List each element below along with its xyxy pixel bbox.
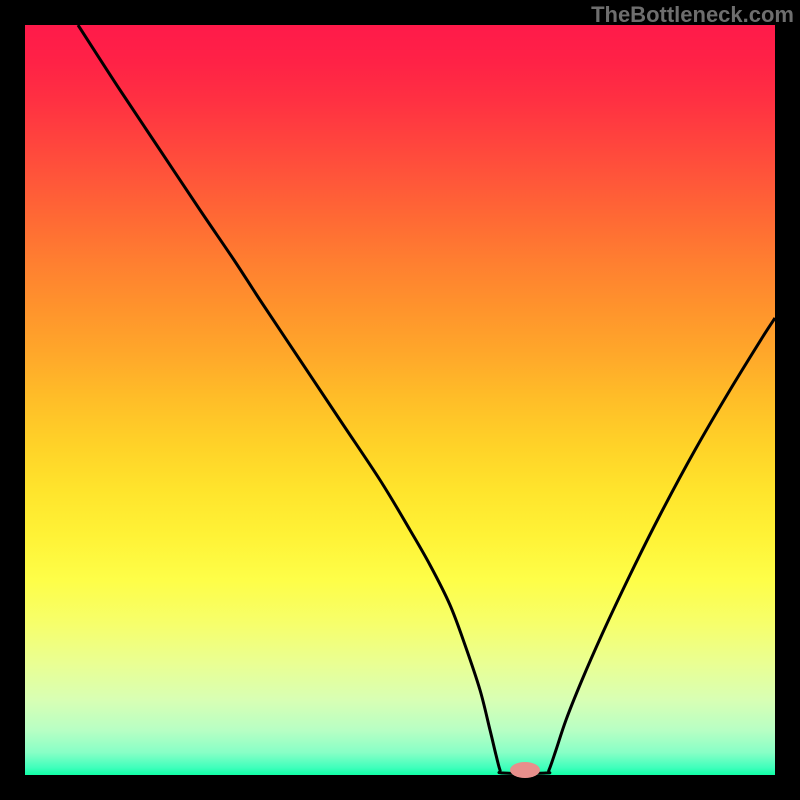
bottleneck-chart	[0, 0, 800, 800]
chart-container: TheBottleneck.com	[0, 0, 800, 800]
watermark-text: TheBottleneck.com	[591, 2, 794, 28]
plot-area	[25, 25, 775, 775]
optimal-marker	[510, 762, 540, 778]
